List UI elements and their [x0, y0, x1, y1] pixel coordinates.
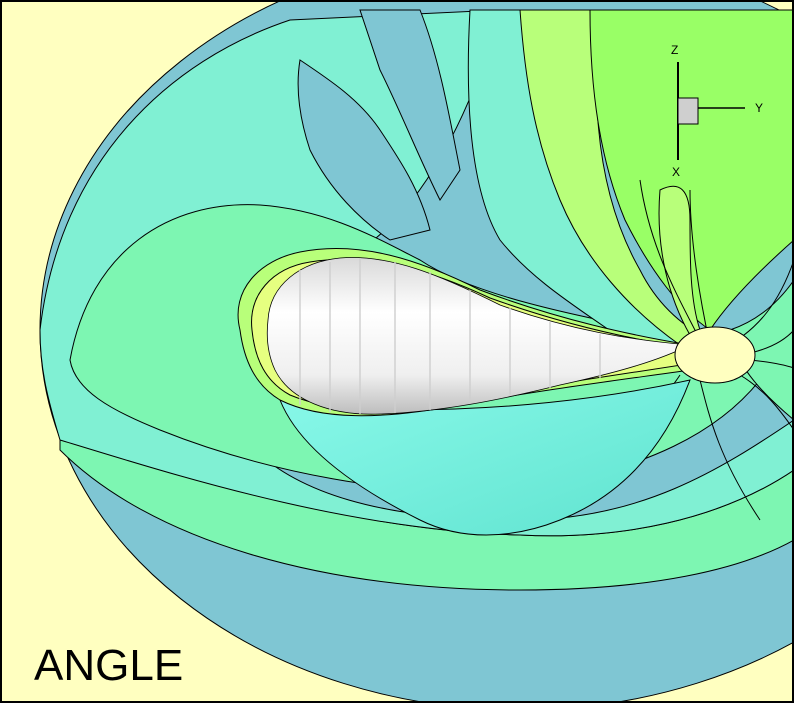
body-facets: [299, 258, 601, 414]
contour-band-right-green: [589, 9, 794, 331]
axis-label-z: Z: [671, 43, 678, 57]
axis-origin-box: [677, 97, 699, 125]
contour-stripe-upper-1: [297, 59, 431, 241]
plot-label: ANGLE: [34, 641, 183, 690]
wake-lobe: [279, 379, 691, 536]
contour-band-right-green-inner: [658, 185, 701, 336]
contour-stripe-upper-2: [359, 9, 461, 201]
source-disc: [674, 326, 756, 384]
axis-triad: Z Y X: [671, 43, 763, 179]
body-surface: [266, 257, 692, 415]
axis-label-y: Y: [755, 101, 763, 115]
axis-label-x: X: [672, 165, 680, 179]
